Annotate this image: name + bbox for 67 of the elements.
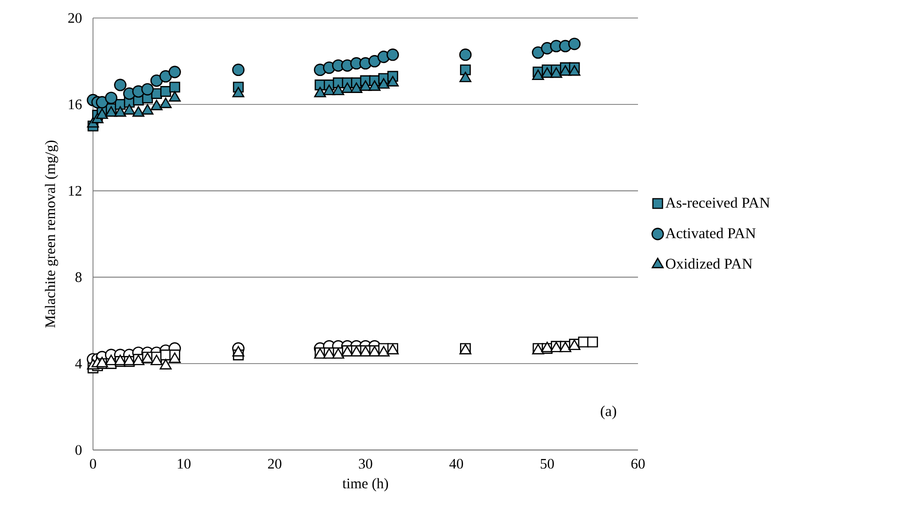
point	[378, 78, 390, 89]
y-axis-title: Malachite green removal (mg/g)	[44, 140, 58, 328]
point	[559, 65, 572, 76]
y-tick-label: 4	[75, 358, 82, 368]
x-tick-label: 30	[358, 458, 372, 469]
point	[459, 72, 472, 82]
point	[568, 38, 581, 50]
legend-label: Activated PAN	[665, 228, 756, 238]
point	[368, 55, 381, 68]
point	[332, 84, 344, 96]
y-tick-label: 20	[68, 13, 82, 23]
point	[123, 104, 136, 115]
point	[368, 80, 381, 91]
point	[160, 358, 172, 370]
point	[350, 82, 362, 93]
point	[96, 96, 108, 108]
point	[168, 91, 181, 102]
x-tick-label: 50	[540, 458, 554, 469]
point	[132, 106, 144, 117]
point	[341, 82, 354, 93]
point	[459, 48, 472, 61]
point	[150, 74, 163, 87]
point	[532, 46, 544, 59]
point	[532, 70, 544, 80]
point	[232, 86, 244, 98]
point	[232, 64, 245, 76]
x-tick-label: 10	[178, 458, 191, 469]
legend-label: As-received PAN	[665, 197, 770, 208]
point	[541, 67, 554, 78]
y-tick-label: 0	[75, 445, 82, 455]
point	[232, 346, 244, 356]
x-tick-label: 0	[90, 458, 96, 469]
point	[587, 336, 598, 348]
point	[141, 83, 154, 96]
point	[105, 354, 118, 366]
point	[460, 64, 471, 76]
point	[150, 100, 163, 110]
point	[114, 78, 126, 92]
point	[159, 70, 172, 83]
x-tick-label: 60	[631, 458, 645, 469]
point	[114, 106, 126, 117]
point	[323, 84, 336, 96]
point	[169, 82, 180, 93]
point	[386, 48, 399, 61]
x-tick-label: 40	[449, 458, 464, 469]
point	[168, 66, 181, 78]
point	[142, 104, 154, 115]
y-tick-label: 12	[68, 186, 82, 196]
y-tick-label: 8	[75, 272, 82, 282]
point	[550, 67, 562, 78]
point	[360, 80, 372, 91]
legend-label: Oxidized PAN	[666, 258, 752, 269]
point	[386, 76, 399, 86]
point	[96, 108, 108, 119]
point	[378, 346, 390, 356]
point	[160, 98, 172, 108]
point	[314, 86, 326, 98]
y-tick-label: 16	[68, 100, 82, 110]
point	[150, 354, 163, 366]
x-tick-label: 20	[268, 458, 282, 469]
point	[105, 106, 118, 117]
x-axis-title: time (h)	[342, 478, 388, 492]
annotation: (a)	[600, 406, 616, 420]
point	[568, 65, 580, 76]
point	[104, 92, 118, 104]
point	[160, 86, 172, 97]
point	[168, 352, 181, 363]
